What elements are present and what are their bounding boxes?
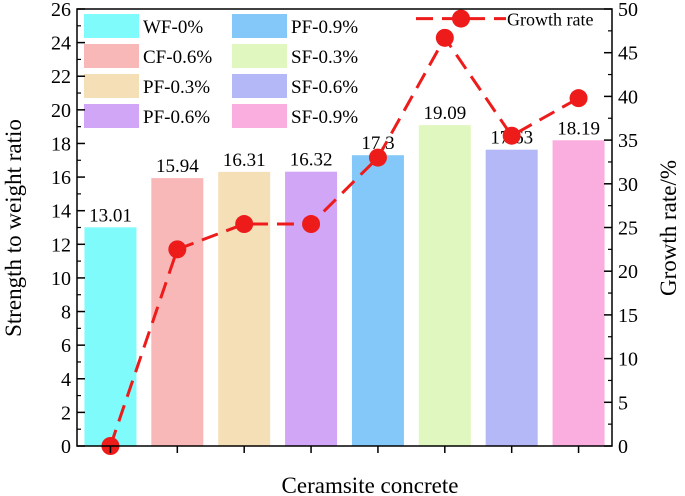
y-axis-label: Strength to weight ratio: [1, 119, 26, 337]
legend-entry: PF-0.6%: [143, 107, 210, 128]
y-tick-label: 8: [61, 302, 71, 324]
y-tick-label: 18: [51, 133, 71, 155]
bar-value-label: 16.31: [223, 150, 266, 171]
growth-rate-series: [101, 28, 588, 455]
legend-growth-label: Growth rate: [507, 10, 593, 30]
y2-tick-label: 35: [618, 130, 638, 152]
bar-sf-0-9-: [552, 140, 605, 447]
y-tick-label: 12: [51, 234, 71, 256]
y-tick-label: 2: [61, 402, 71, 424]
y2-tick-label: 25: [618, 218, 638, 240]
legend-growth-marker: [452, 9, 470, 28]
growth-rate-point: [302, 215, 321, 234]
bar-value-label: 16.32: [290, 150, 333, 171]
legend-swatch: [84, 44, 139, 68]
legend-entry: SF-0.3%: [291, 47, 358, 68]
bar-pf-0-6-: [285, 171, 338, 446]
legend-swatch: [84, 74, 139, 98]
legend-entry: CF-0.6%: [143, 47, 212, 68]
growth-rate-point: [435, 28, 454, 47]
y-tick-label: 6: [61, 335, 71, 357]
legend-swatch: [232, 44, 287, 68]
axis-ticks: 0246810121416182022242605101520253035404…: [51, 0, 638, 458]
legend: WF-0% CF-0.6% PF-0.3% PF-0.6% PF-0.9% SF-0.3%…: [84, 9, 593, 128]
bar-value-label: 13.01: [89, 205, 132, 226]
y-tick-label: 24: [51, 33, 71, 55]
y2-tick-label: 15: [618, 305, 638, 327]
growth-rate-point: [368, 148, 387, 167]
bar-pf-0-9-: [351, 155, 404, 446]
legend-entry: SF-0.9%: [291, 107, 358, 128]
bar-value-label: 17.3: [361, 133, 394, 154]
y2-tick-label: 40: [618, 86, 638, 108]
y-tick-label: 14: [51, 201, 71, 223]
bar-value-label: 19.09: [423, 103, 466, 124]
y2-tick-label: 50: [618, 0, 638, 21]
growth-rate-point: [168, 240, 187, 259]
bar-sf-0-3-: [418, 125, 471, 447]
bar-value-label: 18.19: [557, 118, 600, 139]
legend-swatch: [84, 14, 139, 38]
bar-cf-0-6-: [151, 178, 204, 446]
y-tick-label: 4: [61, 369, 71, 391]
legend-swatch: [232, 74, 287, 98]
legend-entry: WF-0%: [143, 17, 203, 38]
x-axis-label: Ceramsite concrete: [282, 473, 459, 496]
y-tick-label: 26: [51, 0, 71, 21]
y2-tick-label: 5: [618, 392, 628, 414]
y2-axis-label: Growth rate/%: [656, 160, 681, 296]
y-tick-label: 20: [51, 100, 71, 122]
y2-tick-label: 0: [618, 436, 628, 458]
legend-swatch: [84, 104, 139, 128]
y-tick-label: 0: [61, 436, 71, 458]
y2-tick-label: 45: [618, 43, 638, 65]
bar-wf-0-: [84, 227, 137, 446]
growth-rate-line: [109, 34, 580, 447]
y-tick-label: 10: [51, 268, 71, 290]
y2-tick-label: 30: [618, 174, 638, 196]
legend-swatch: [232, 14, 287, 38]
bar-pf-0-3-: [218, 171, 271, 447]
y-tick-label: 22: [51, 66, 71, 88]
growth-rate-point: [235, 215, 254, 234]
growth-rate-point: [502, 126, 521, 145]
y2-tick-label: 20: [618, 261, 638, 283]
legend-entry: PF-0.9%: [291, 17, 358, 38]
legend-swatch: [232, 104, 287, 128]
bar-value-label: 15.94: [156, 156, 199, 177]
legend-entry: SF-0.6%: [291, 77, 358, 98]
bar-sf-0-6-: [485, 149, 538, 446]
legend-entry: PF-0.3%: [143, 77, 210, 98]
y2-tick-label: 10: [618, 349, 638, 371]
growth-rate-point: [569, 89, 588, 108]
y-tick-label: 16: [51, 167, 71, 189]
